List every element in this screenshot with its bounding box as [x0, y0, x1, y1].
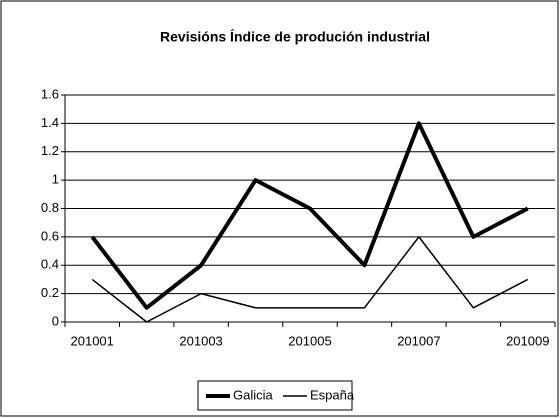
series-line — [90, 121, 529, 310]
x-tick-label: 201003 — [179, 333, 222, 348]
x-tick-label: 201007 — [397, 333, 440, 348]
y-tick-label: 0.4 — [41, 257, 59, 272]
legend-label: España — [310, 387, 355, 402]
series-line — [91, 236, 529, 323]
legend-label: Galicia — [233, 387, 274, 402]
x-tick-label: 201005 — [288, 333, 331, 348]
y-tick-label: 0.6 — [41, 228, 59, 243]
y-tick-label: 0 — [52, 313, 59, 328]
y-tick-label: 0.2 — [41, 285, 59, 300]
y-tick-label: 0.8 — [41, 200, 59, 215]
y-tick-label: 1.2 — [41, 143, 59, 158]
y-tick-label: 1.6 — [41, 86, 59, 101]
y-tick-label: 1.4 — [41, 115, 59, 130]
chart-title: Revisións Índice de produción industrial — [160, 29, 430, 45]
x-tick-label: 201009 — [506, 333, 549, 348]
y-tick-label: 1 — [52, 172, 59, 187]
x-tick-label: 201001 — [71, 333, 114, 348]
